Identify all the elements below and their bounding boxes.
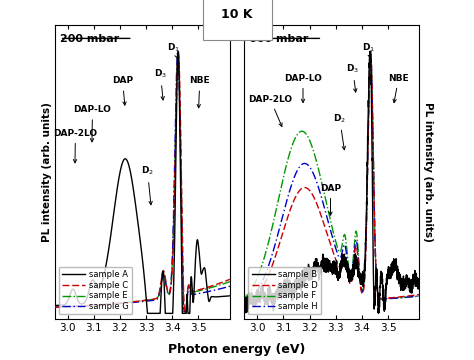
Text: NBE: NBE — [190, 76, 210, 108]
Text: DAP-2LO: DAP-2LO — [248, 95, 292, 126]
Text: Photon energy (eV): Photon energy (eV) — [168, 343, 306, 356]
Y-axis label: PL intensity (arb. units): PL intensity (arb. units) — [423, 102, 433, 242]
Text: 200 mbar: 200 mbar — [60, 34, 119, 44]
Text: 10 K: 10 K — [221, 8, 253, 21]
Text: D$_2$: D$_2$ — [333, 112, 346, 150]
Y-axis label: PL intensity (arb. units): PL intensity (arb. units) — [42, 102, 52, 242]
Legend: sample A, sample C, sample E, sample G: sample A, sample C, sample E, sample G — [59, 267, 132, 314]
Text: DAP-LO: DAP-LO — [73, 105, 111, 142]
Text: D$_3$: D$_3$ — [154, 68, 167, 100]
Legend: sample B, sample D, sample F, sample H: sample B, sample D, sample F, sample H — [248, 267, 321, 314]
Text: DAP: DAP — [112, 76, 133, 105]
Text: 600 mbar: 600 mbar — [249, 34, 309, 44]
Text: D$_1$: D$_1$ — [362, 41, 375, 58]
Text: DAP-2LO: DAP-2LO — [54, 129, 98, 163]
Text: D$_2$: D$_2$ — [141, 165, 154, 205]
Text: D$_1$: D$_1$ — [167, 41, 180, 58]
Text: DAP: DAP — [320, 184, 341, 215]
Text: D$_3$: D$_3$ — [346, 63, 359, 92]
Text: DAP-LO: DAP-LO — [284, 74, 322, 103]
Text: NBE: NBE — [388, 74, 409, 103]
